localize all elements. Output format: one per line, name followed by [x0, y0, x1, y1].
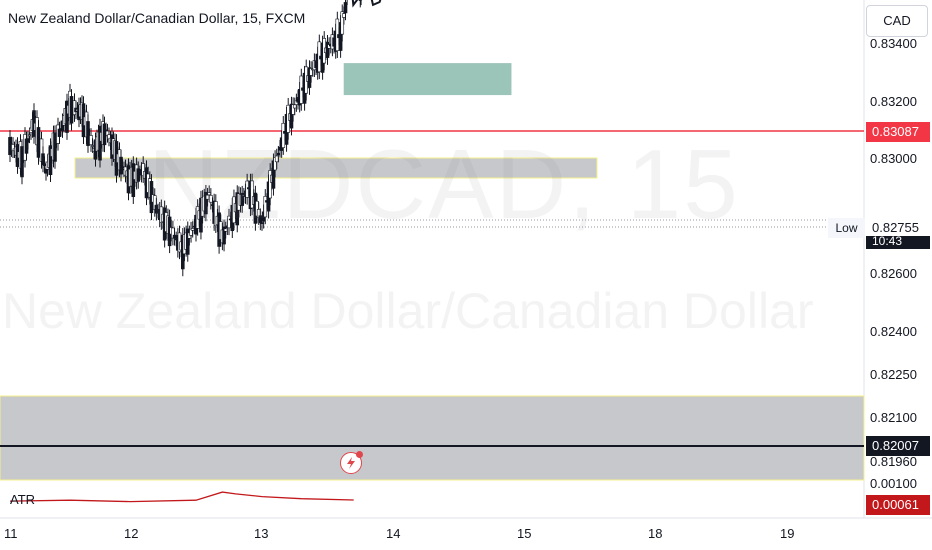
price-tick: 0.83400 [870, 36, 917, 51]
time-tick: 15 [517, 526, 532, 541]
candle-body [136, 168, 141, 182]
price-tick: 0.82100 [870, 410, 917, 425]
low-price-tag: 0.82755 [866, 218, 930, 237]
price-tick: 0.83000 [870, 151, 917, 166]
time-tick: 13 [254, 526, 269, 541]
time-tick: 14 [386, 526, 401, 541]
price-tick: 0.82250 [870, 367, 917, 382]
watermark-symbol: NZDCAD, 15 [148, 129, 740, 239]
atr-value-tag: 0.00061 [866, 495, 930, 515]
demand-zone [0, 395, 865, 481]
candle-body [343, 2, 348, 14]
time-tick: 12 [124, 526, 139, 541]
lightning-event-icon[interactable] [340, 451, 363, 474]
position-profit-shade [343, 63, 512, 96]
supply-zone [74, 157, 598, 179]
price-tick: 0.83200 [870, 94, 917, 109]
event-dot-icon [356, 451, 363, 458]
time-tick: 18 [648, 526, 663, 541]
candle-body [131, 163, 136, 197]
price-tick: 0.81960 [870, 454, 917, 469]
time-tick: 11 [4, 526, 18, 541]
candle-body [292, 104, 297, 109]
atr-line [9, 491, 354, 503]
watermark-description: New Zealand Dollar/Canadian Dollar [2, 283, 814, 339]
time-tick: 19 [780, 526, 795, 541]
atr-indicator-label[interactable]: ATR [10, 492, 36, 507]
countdown-tag: 10:43 [866, 236, 930, 249]
price-tick: 0.82400 [870, 324, 917, 339]
price-tick: 0.82600 [870, 266, 917, 281]
resistance-price-tag: 0.83087 [866, 122, 930, 142]
low-label: Low [828, 218, 865, 238]
candle-body [342, 13, 346, 18]
currency-button[interactable]: CAD [866, 5, 928, 37]
atr-scale-tick: 0.00100 [870, 476, 917, 491]
symbol-title[interactable]: New Zealand Dollar/Canadian Dollar, 15, … [8, 10, 306, 26]
last-price-tag: 0.82007 [866, 436, 930, 456]
